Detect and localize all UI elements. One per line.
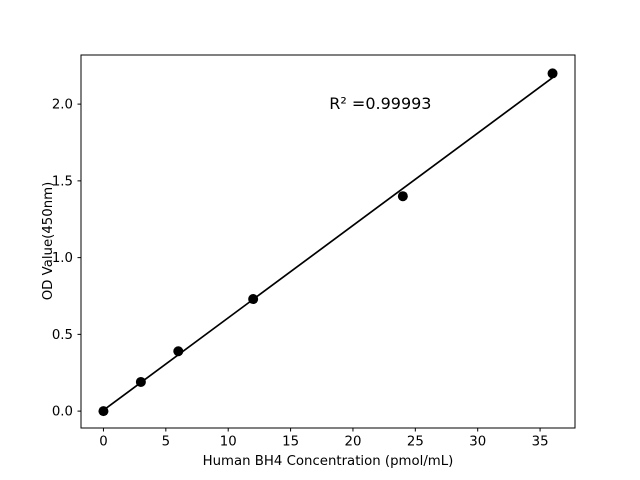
x-tick-label: 0 bbox=[99, 435, 107, 450]
r-squared-annotation: R² =0.99993 bbox=[329, 94, 431, 113]
x-tick-label: 30 bbox=[469, 435, 486, 450]
x-tick-label: 10 bbox=[220, 435, 237, 450]
x-tick-label: 15 bbox=[282, 435, 299, 450]
plot-area bbox=[80, 54, 576, 429]
x-tick-label: 20 bbox=[344, 435, 361, 450]
data-point bbox=[135, 376, 146, 387]
y-tick-label: 0.0 bbox=[52, 405, 73, 420]
y-tick-label: 1.0 bbox=[52, 251, 73, 266]
data-point bbox=[547, 68, 558, 79]
y-tick-label: 0.5 bbox=[52, 328, 73, 343]
data-point bbox=[98, 406, 109, 417]
y-tick-label: 1.5 bbox=[52, 174, 73, 189]
y-axis-label: OD Value(450nm) bbox=[41, 182, 56, 301]
data-point bbox=[248, 294, 259, 305]
x-axis-label: Human BH4 Concentration (pmol/mL) bbox=[203, 454, 454, 469]
data-point bbox=[397, 191, 408, 202]
data-point bbox=[173, 346, 184, 357]
x-tick-label: 35 bbox=[532, 435, 549, 450]
x-tick-label: 5 bbox=[162, 435, 170, 450]
y-tick-label: 2.0 bbox=[52, 98, 73, 113]
x-tick-label: 25 bbox=[407, 435, 424, 450]
